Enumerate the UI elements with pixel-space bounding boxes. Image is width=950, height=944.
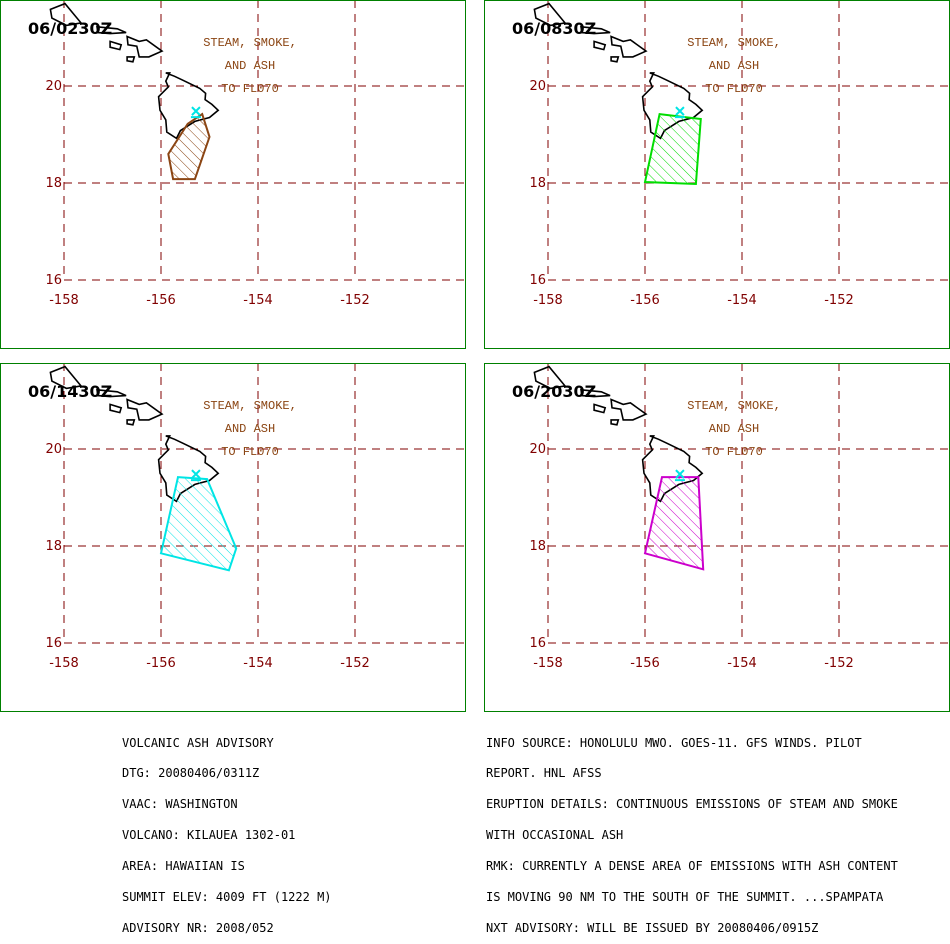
advisory-line: RMK: CURRENTLY A DENSE AREA OF EMISSIONS… <box>486 859 898 874</box>
latitude-label: 20 <box>45 442 62 457</box>
annotation-text: AND ASH <box>709 422 759 436</box>
latitude-label: 16 <box>45 273 62 288</box>
latitude-label: 20 <box>45 79 62 94</box>
map-svg: STEAM, SMOKE, AND ASH TO FL070 20 18 16 -158 -1… <box>484 363 950 712</box>
latitude-label: 20 <box>529 79 546 94</box>
annotation-text: STEAM, SMOKE, <box>687 399 781 413</box>
advisory-line: ERUPTION DETAILS: CONTINUOUS EMISSIONS O… <box>486 797 898 812</box>
panel-time-label: 06/1430Z <box>28 382 112 401</box>
latitude-label: 18 <box>529 539 546 554</box>
map-panel-4: STEAM, SMOKE, AND ASH TO FL070 20 18 16 -158 -1… <box>484 363 950 712</box>
longitude-label: -152 <box>340 293 370 308</box>
panel-frame <box>0 0 466 349</box>
advisory-line: ADVISORY NR: 2008/052 <box>122 920 274 935</box>
map-panel-3: STEAM, SMOKE, AND ASH TO FL070 20 18 16 -158 -1… <box>0 363 466 712</box>
island-molokai <box>96 388 127 398</box>
island-niihau <box>439 351 449 363</box>
island-lanai <box>109 403 123 414</box>
map-svg: STEAM, SMOKE, AND ASH TO FL070 20 18 16 -158 -1… <box>0 363 466 712</box>
island-kahoolawe <box>610 419 620 426</box>
annotation-text: TO FL070 <box>705 82 763 96</box>
volcano-icon <box>190 469 201 482</box>
map-panel-1: STEAM, SMOKE, AND ASH TO FL070 20 18 16 -158 -1… <box>0 0 466 349</box>
advisory-line: VOLCANO: KILAUEA 1302-01 <box>122 828 296 843</box>
island-maui <box>126 35 164 58</box>
advisory-line: DTG: 20080406/0311Z <box>122 766 260 781</box>
panel-frame <box>0 363 466 712</box>
longitude-label: -158 <box>533 656 563 671</box>
latitude-label: 16 <box>45 636 62 651</box>
advisory-line: INFO SOURCE: HONOLULU MWO. GOES-11. GFS … <box>486 735 862 750</box>
annotation-text: STEAM, SMOKE, <box>203 36 297 50</box>
advisory-line: WITH OCCASIONAL ASH <box>486 828 624 843</box>
longitude-label: -158 <box>49 293 79 308</box>
annotation-text: AND ASH <box>709 59 759 73</box>
advisory-line: SUMMIT ELEV: 4009 FT (1222 M) <box>122 890 332 905</box>
volcano-icon <box>190 106 201 119</box>
island-maui <box>126 398 164 421</box>
panel-time-label: 06/0230Z <box>28 19 112 38</box>
longitude-label: -156 <box>146 656 176 671</box>
advisory-line: NXT ADVISORY: WILL BE ISSUED BY 20080406… <box>486 920 819 935</box>
latitude-label: 18 <box>45 176 62 191</box>
island-maui <box>610 35 648 58</box>
island-molokai <box>580 25 611 35</box>
annotation-text: AND ASH <box>225 422 275 436</box>
island-oahu <box>533 365 567 390</box>
longitude-label: -152 <box>824 293 854 308</box>
island-lanai <box>593 403 607 414</box>
panel-time-label: 06/2030Z <box>512 382 596 401</box>
island-molokai <box>580 388 611 398</box>
ash-cloud-polygon <box>643 476 705 571</box>
advisory-line: REPORT. HNL AFSS <box>486 766 602 781</box>
longitude-label: -154 <box>727 656 757 671</box>
island-molokai <box>96 25 127 35</box>
advisory-line: VOLCANIC ASH ADVISORY <box>122 735 274 750</box>
annotation-text: TO FL070 <box>221 445 279 459</box>
advisory-header-left: VOLCANIC ASH ADVISORY DTG: 20080406/0311… <box>122 717 332 944</box>
island-kahoolawe <box>610 56 620 63</box>
island-kahoolawe <box>126 56 136 63</box>
island-oahu <box>49 365 83 390</box>
latitude-label: 18 <box>529 176 546 191</box>
longitude-label: -154 <box>727 293 757 308</box>
island-lanai <box>593 40 607 51</box>
map-svg: STEAM, SMOKE, AND ASH TO FL070 20 18 16 -158 -1… <box>0 0 466 349</box>
advisory-line: AREA: HAWAIIAN IS <box>122 859 245 874</box>
island-oahu <box>49 2 83 27</box>
longitude-label: -152 <box>824 656 854 671</box>
island-kahoolawe <box>126 419 136 426</box>
latitude-label: 16 <box>529 636 546 651</box>
ash-cloud-polygon <box>167 112 211 181</box>
longitude-label: -156 <box>630 656 660 671</box>
longitude-label: -154 <box>243 293 273 308</box>
map-svg: STEAM, SMOKE, AND ASH TO FL070 20 18 16 -158 -1… <box>484 0 950 349</box>
volcano-icon <box>674 469 685 482</box>
panel-time-label: 06/0830Z <box>512 19 596 38</box>
annotation-text: AND ASH <box>225 59 275 73</box>
longitude-label: -158 <box>49 656 79 671</box>
annotation-text: STEAM, SMOKE, <box>687 36 781 50</box>
map-panel-2: STEAM, SMOKE, AND ASH TO FL070 20 18 16 -158 -1… <box>484 0 950 349</box>
latitude-label: 16 <box>529 273 546 288</box>
advisory-line: IS MOVING 90 NM TO THE SOUTH OF THE SUMM… <box>486 890 884 905</box>
island-maui <box>610 398 648 421</box>
annotation-text: STEAM, SMOKE, <box>203 399 297 413</box>
longitude-label: -156 <box>630 293 660 308</box>
longitude-label: -158 <box>533 293 563 308</box>
ash-cloud-polygon <box>159 476 238 572</box>
volcano-icon <box>674 106 685 119</box>
island-oahu <box>533 2 567 27</box>
annotation-text: TO FL070 <box>705 445 763 459</box>
advisory-line: VAAC: WASHINGTON <box>122 797 238 812</box>
latitude-label: 18 <box>45 539 62 554</box>
island-lanai <box>109 40 123 51</box>
longitude-label: -156 <box>146 293 176 308</box>
advisory-details-right: INFO SOURCE: HONOLULU MWO. GOES-11. GFS … <box>486 717 898 944</box>
longitude-label: -152 <box>340 656 370 671</box>
ash-cloud-polygon <box>643 112 702 186</box>
latitude-label: 20 <box>529 442 546 457</box>
annotation-text: TO FL070 <box>221 82 279 96</box>
longitude-label: -154 <box>243 656 273 671</box>
